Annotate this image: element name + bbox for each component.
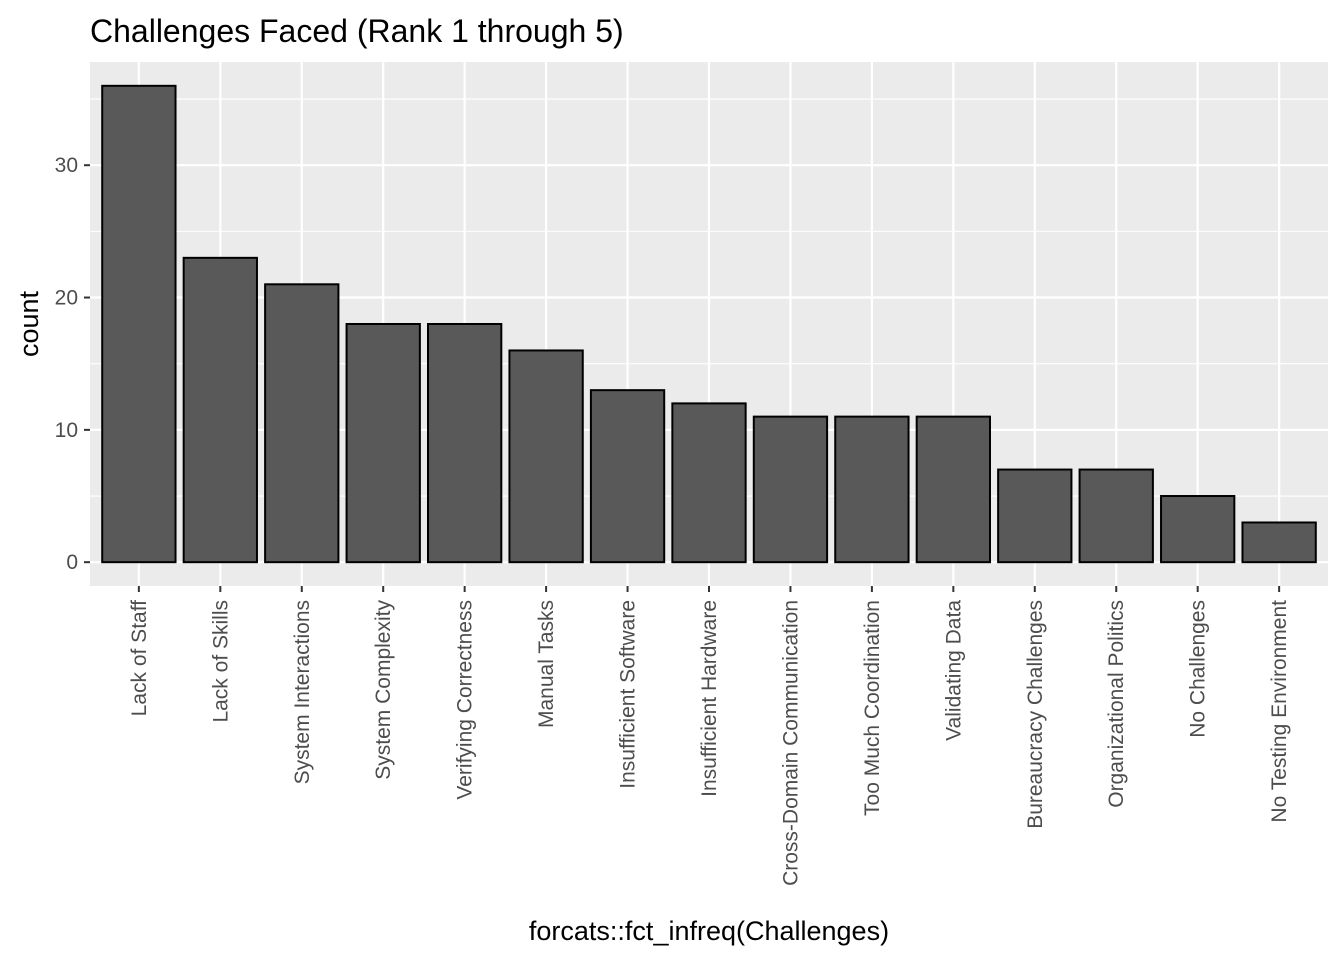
bar <box>1241 521 1317 564</box>
bar <box>427 323 503 564</box>
x-tick-label: Lack of Staff <box>128 600 151 717</box>
x-tick-label: Too Much Coordination <box>861 600 884 816</box>
bar <box>1160 495 1236 564</box>
x-tick-label: Organizational Politics <box>1105 600 1128 808</box>
x-tick-label: System Complexity <box>372 600 395 780</box>
bar <box>589 389 666 564</box>
bar <box>752 415 829 564</box>
bar <box>264 283 340 564</box>
x-tick-label: System Interactions <box>291 600 314 784</box>
chart-title: Challenges Faced (Rank 1 through 5) <box>90 13 624 49</box>
x-axis: Lack of Staff Lack of Skills System Intera… <box>128 586 1291 886</box>
bar <box>671 402 747 564</box>
x-tick-label: Lack of Skills <box>209 600 232 723</box>
x-tick-label: Insufficient Software <box>617 600 640 789</box>
bar <box>345 323 421 564</box>
bar <box>997 468 1073 564</box>
bar <box>508 349 584 564</box>
bar <box>915 415 991 564</box>
x-tick-label: Verifying Correctness <box>454 600 477 800</box>
bar <box>834 415 910 564</box>
y-axis-title: count <box>14 290 44 357</box>
y-tick-label: 0 <box>66 551 78 574</box>
x-tick-label: Bureaucracy Challenges <box>1024 600 1047 829</box>
bar <box>1078 468 1154 564</box>
y-axis: 0 10 20 30 <box>55 154 90 574</box>
y-tick-label: 10 <box>55 419 78 442</box>
bars <box>101 84 1317 564</box>
x-tick-label: Manual Tasks <box>535 600 558 728</box>
x-tick-label: Insufficient Hardware <box>698 600 721 797</box>
x-tick-label: Validating Data <box>942 600 965 741</box>
y-tick-label: 30 <box>55 154 78 177</box>
x-tick-label: Cross-Domain Communication <box>779 600 802 886</box>
x-tick-label: No Challenges <box>1187 600 1210 738</box>
bar <box>182 256 258 564</box>
y-tick-label: 20 <box>55 287 78 310</box>
x-tick-label: No Testing Environment <box>1268 600 1291 823</box>
bar <box>101 84 177 564</box>
x-axis-title: forcats::fct_infreq(Challenges) <box>529 916 889 946</box>
